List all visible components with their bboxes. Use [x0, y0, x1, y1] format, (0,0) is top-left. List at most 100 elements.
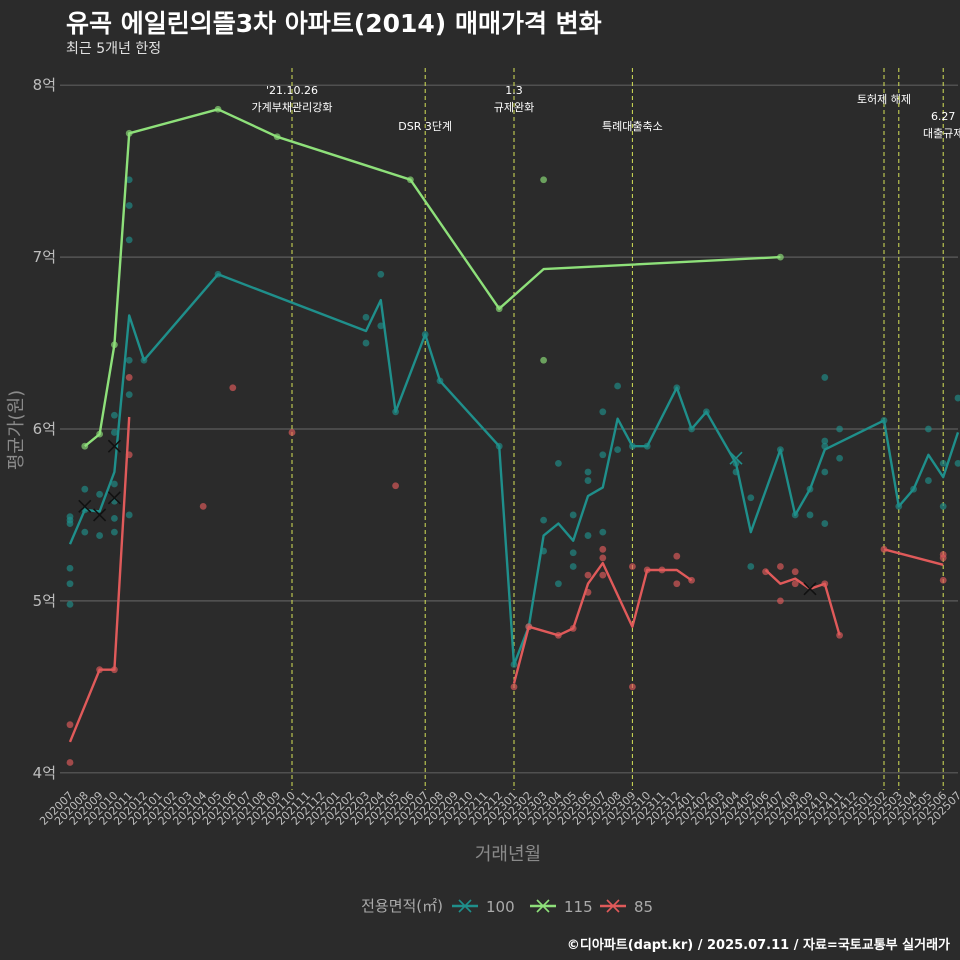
legend-title: 전용면적(㎡): [361, 897, 443, 915]
series-100-cross-marker: [729, 451, 743, 465]
series-100-point: [111, 514, 118, 522]
series-100-point: [599, 408, 607, 416]
series-100-point: [495, 442, 503, 450]
series-100-cross-marker: [107, 491, 121, 505]
series-100-point: [125, 236, 133, 244]
series-115-point: [96, 430, 103, 438]
series-100-point: [806, 485, 814, 493]
series-100-point: [125, 511, 133, 519]
series-85-point: [125, 374, 133, 381]
series-100-point: [96, 532, 103, 539]
series-100-point: [140, 356, 148, 364]
series-85-point: [939, 576, 947, 584]
series-100-point: [954, 459, 960, 467]
series-85-point: [96, 666, 103, 674]
series-100-point: [673, 384, 681, 392]
series-85-point: [569, 625, 577, 632]
series-115-line: [84, 108, 781, 448]
series-85-point: [288, 429, 296, 436]
series-100-point: [821, 374, 829, 381]
series-100-point: [584, 468, 592, 476]
series-100-point: [925, 477, 932, 484]
series-100-line: [68, 273, 960, 666]
series-85-point: [525, 623, 533, 631]
event-label: 가계부채관리강화: [252, 101, 333, 114]
series-100-point: [125, 391, 133, 399]
series-85-point: [229, 384, 237, 392]
series-100-point: [599, 451, 607, 459]
series-100-point: [584, 477, 592, 484]
series-85-point: [791, 568, 799, 576]
series-85-point: [66, 759, 74, 766]
series-115-point: [540, 356, 547, 364]
series-85-point: [836, 631, 843, 639]
series-100-point: [910, 485, 917, 493]
series-100-point: [643, 442, 651, 450]
series-85-point: [673, 552, 681, 560]
series-115-point: [214, 105, 222, 113]
series-100-point: [362, 339, 370, 347]
series-100-point: [821, 442, 829, 450]
series-115-point: [777, 253, 784, 261]
series-100-point: [925, 425, 932, 433]
series-85-point: [125, 451, 133, 459]
series-85-point: [629, 563, 636, 570]
source-caption: ©디아파트(dapt.kr) / 2025.07.11 / 자료=국토교통부 실…: [566, 938, 950, 953]
series-85-point: [599, 545, 607, 553]
series-100-cross-marker: [93, 508, 107, 522]
series-100-point: [880, 417, 888, 424]
event-label: 특례대출축소: [602, 120, 663, 133]
series-100-point: [66, 580, 74, 588]
series-100-point: [806, 511, 814, 519]
series-100-point: [111, 429, 118, 436]
series-85-point: [599, 554, 607, 562]
series-85-point: [392, 482, 399, 490]
event-label: '21.10.26: [266, 84, 318, 97]
y-tick-label: 7억: [33, 248, 56, 266]
series-100-point: [614, 446, 621, 454]
series-100-point: [747, 494, 755, 502]
series-100-point: [125, 176, 133, 184]
series-85-point: [777, 597, 784, 605]
event-label: 1.3: [505, 84, 523, 97]
series-85-point: [762, 568, 769, 576]
series-100-point: [836, 425, 843, 433]
series-100-point: [125, 202, 133, 209]
event-label: 규제완화: [494, 101, 534, 114]
series-85-point: [599, 571, 607, 579]
series-85-point: [777, 563, 784, 570]
series-100-point: [540, 516, 547, 524]
series-100-point: [821, 437, 829, 445]
legend-marker-85: [606, 899, 620, 913]
event-label: 대출규제: [923, 127, 960, 140]
series-100-point: [747, 563, 755, 570]
y-tick-label: 6억: [33, 420, 56, 438]
legend-label-115: 115: [564, 898, 593, 916]
legend-marker-115: [536, 899, 550, 913]
series-115-point: [125, 129, 133, 137]
series-100-point: [791, 511, 799, 519]
x-axis-title: 거래년월: [475, 844, 541, 865]
series-100-point: [569, 511, 577, 519]
series-100-point: [362, 313, 370, 321]
series-85-point: [821, 580, 829, 588]
series-100-point: [939, 502, 947, 510]
series-100-point: [821, 520, 829, 527]
series-100-point: [421, 331, 429, 338]
legend-label-100: 100: [486, 898, 515, 916]
series-85-point: [111, 666, 118, 674]
series-100-point: [96, 490, 103, 498]
series-100-point: [614, 382, 621, 390]
series-100-point: [377, 270, 385, 278]
series-100-point: [569, 563, 577, 570]
series-85-line: [68, 416, 131, 743]
y-tick-label: 8억: [33, 76, 56, 94]
y-tick-label: 4억: [33, 764, 56, 782]
series-85-point: [880, 545, 888, 553]
series-100-point: [392, 408, 399, 416]
legend-marker-100: [458, 899, 472, 913]
series-100-point: [111, 411, 118, 419]
series-100-point: [895, 502, 903, 510]
series-85-point: [584, 571, 592, 579]
